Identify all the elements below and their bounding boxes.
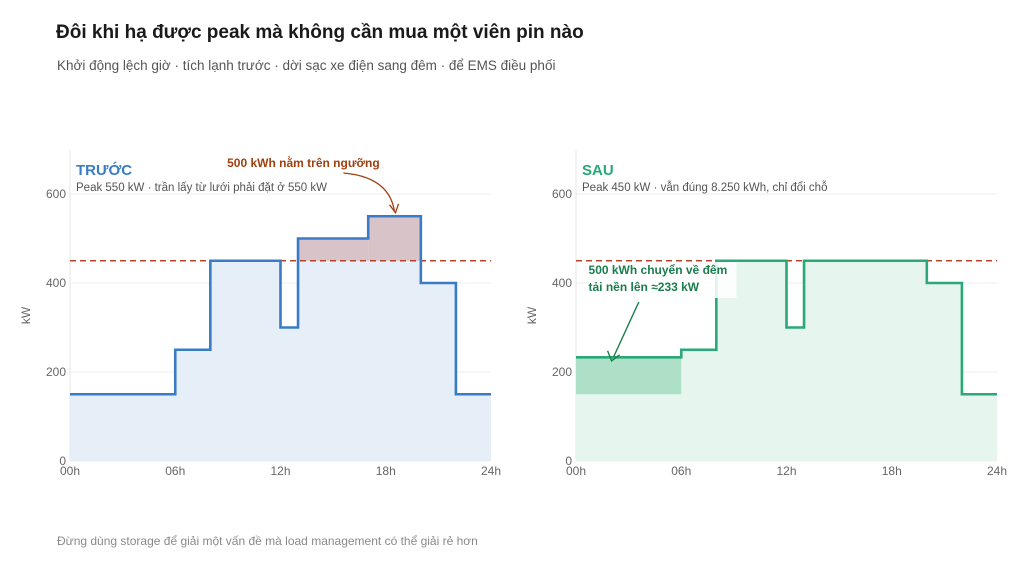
y-tick-label: 400 (552, 276, 572, 290)
x-tick-label: 18h (376, 464, 396, 478)
y-tick-label: 0 (565, 454, 572, 468)
excess-area (298, 238, 369, 261)
annotation-bg (586, 262, 737, 298)
y-tick-label: 400 (46, 276, 66, 290)
area-fill (70, 216, 491, 461)
y-tick-label: 200 (552, 365, 572, 379)
annotation-arrowhead (389, 203, 400, 215)
panel-subtitle: Peak 450 kW · vẫn đúng 8.250 kWh, chỉ đổ… (582, 181, 827, 194)
footer-note: Đừng dùng storage để giải một vấn đề mà … (57, 534, 478, 548)
series-line (576, 259, 997, 396)
x-tick-label: 06h (671, 464, 691, 478)
series-line (70, 214, 491, 396)
y-tick-label: 200 (46, 365, 66, 379)
shifted-load-area (576, 357, 682, 395)
x-tick-label: 00h (566, 464, 586, 478)
panel-title: SAU (582, 162, 614, 179)
annotation-text: 500 kWh chuyển về đêm (589, 263, 728, 277)
chart-subtitle: Khởi động lệch giờ · tích lạnh trước · d… (57, 58, 556, 73)
x-tick-label: 24h (481, 464, 501, 478)
chart-title: Đôi khi hạ được peak mà không cần mua mộ… (56, 22, 584, 43)
annotation-arrowhead (606, 350, 621, 362)
panel-title: TRƯỚC (76, 161, 132, 179)
y-tick-label: 600 (552, 187, 572, 201)
y-tick-label: 0 (59, 454, 66, 468)
panel-subtitle: Peak 550 kW · trần lấy từ lưới phải đặt … (76, 182, 327, 194)
panel-after: 0 200 400 600 00h 06h 12h 18h 24h kW SAU Peak 450 k… (525, 150, 1007, 478)
x-tick-label: 12h (776, 464, 796, 478)
y-axis-label: kW (525, 306, 539, 324)
x-tick-label: 00h (60, 464, 80, 478)
excess-area (368, 216, 421, 261)
annotation-arrow (612, 301, 640, 358)
y-axis-label: kW (19, 306, 33, 324)
x-tick-label: 24h (987, 464, 1007, 478)
area-fill (576, 260, 997, 461)
annotation-text: tải nền lên ≈233 kW (589, 280, 700, 294)
annotation-arrow (343, 172, 396, 212)
x-tick-label: 18h (882, 464, 902, 478)
panel-before: 0 200 400 600 00h 06h 12h 18h 24h kW TRƯỚC Peak 550… (19, 150, 501, 478)
x-tick-label: 12h (270, 464, 290, 478)
x-tick-label: 06h (165, 464, 185, 478)
annotation-text: 500 kWh nằm trên ngưỡng (227, 155, 380, 170)
y-tick-label: 600 (46, 187, 66, 201)
